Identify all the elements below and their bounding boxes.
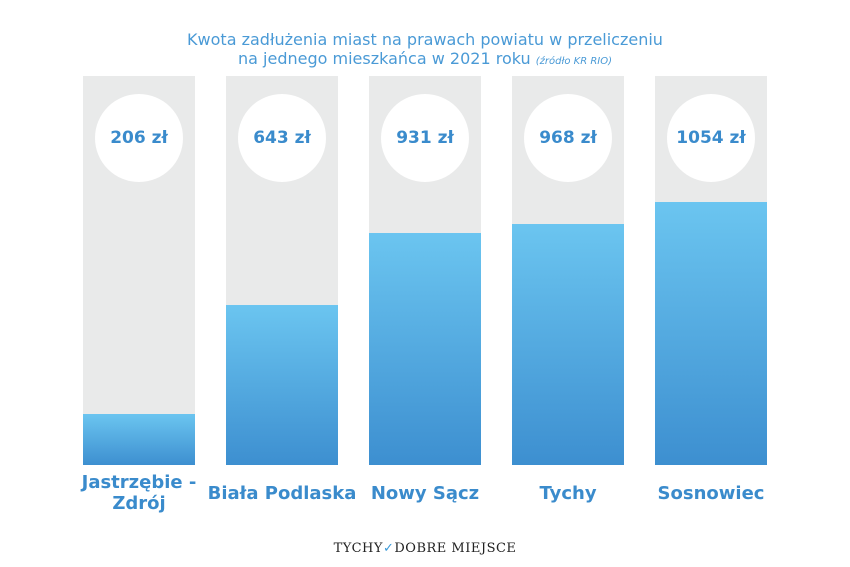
bar — [369, 232, 481, 465]
bar-track: 206 zł — [83, 76, 195, 465]
category-label: Biała Podlaska — [207, 482, 357, 504]
value-label: 968 zł — [524, 94, 612, 182]
bar — [512, 223, 624, 465]
category-label: Nowy Sącz — [370, 482, 480, 504]
check-icon: ✓ — [382, 541, 395, 556]
source-note: (źródło KR RIO) — [535, 56, 612, 67]
category-label: Tychy — [539, 482, 597, 504]
bar — [226, 304, 338, 465]
bar-track: 1054 zł — [655, 76, 767, 465]
value-label: 1054 zł — [667, 94, 755, 182]
bar-track: 643 zł — [226, 76, 338, 465]
category-label: Sosnowiec — [657, 482, 765, 504]
chart-title: Kwota zadłużenia miast na prawach powiat… — [187, 30, 663, 49]
chart-subtitle: na jednego mieszkańca w 2021 roku (źródł… — [0, 49, 850, 71]
bar — [655, 202, 767, 465]
title-line-2: na jednego mieszkańca w 2021 roku — [238, 49, 531, 68]
bar — [83, 413, 195, 465]
bar-track: 931 zł — [369, 76, 481, 465]
value-label: 206 zł — [95, 94, 183, 182]
logo-right: DOBRE MIEJSCE — [394, 541, 517, 556]
category-label: Jastrzębie -Zdrój — [81, 472, 197, 514]
logo-left: TYCHY — [333, 541, 383, 556]
value-label: 931 zł — [381, 94, 469, 182]
logo: TYCHY✓DOBRE MIEJSCE — [0, 541, 850, 556]
bar-track: 968 zł — [512, 76, 624, 465]
value-label: 643 zł — [238, 94, 326, 182]
